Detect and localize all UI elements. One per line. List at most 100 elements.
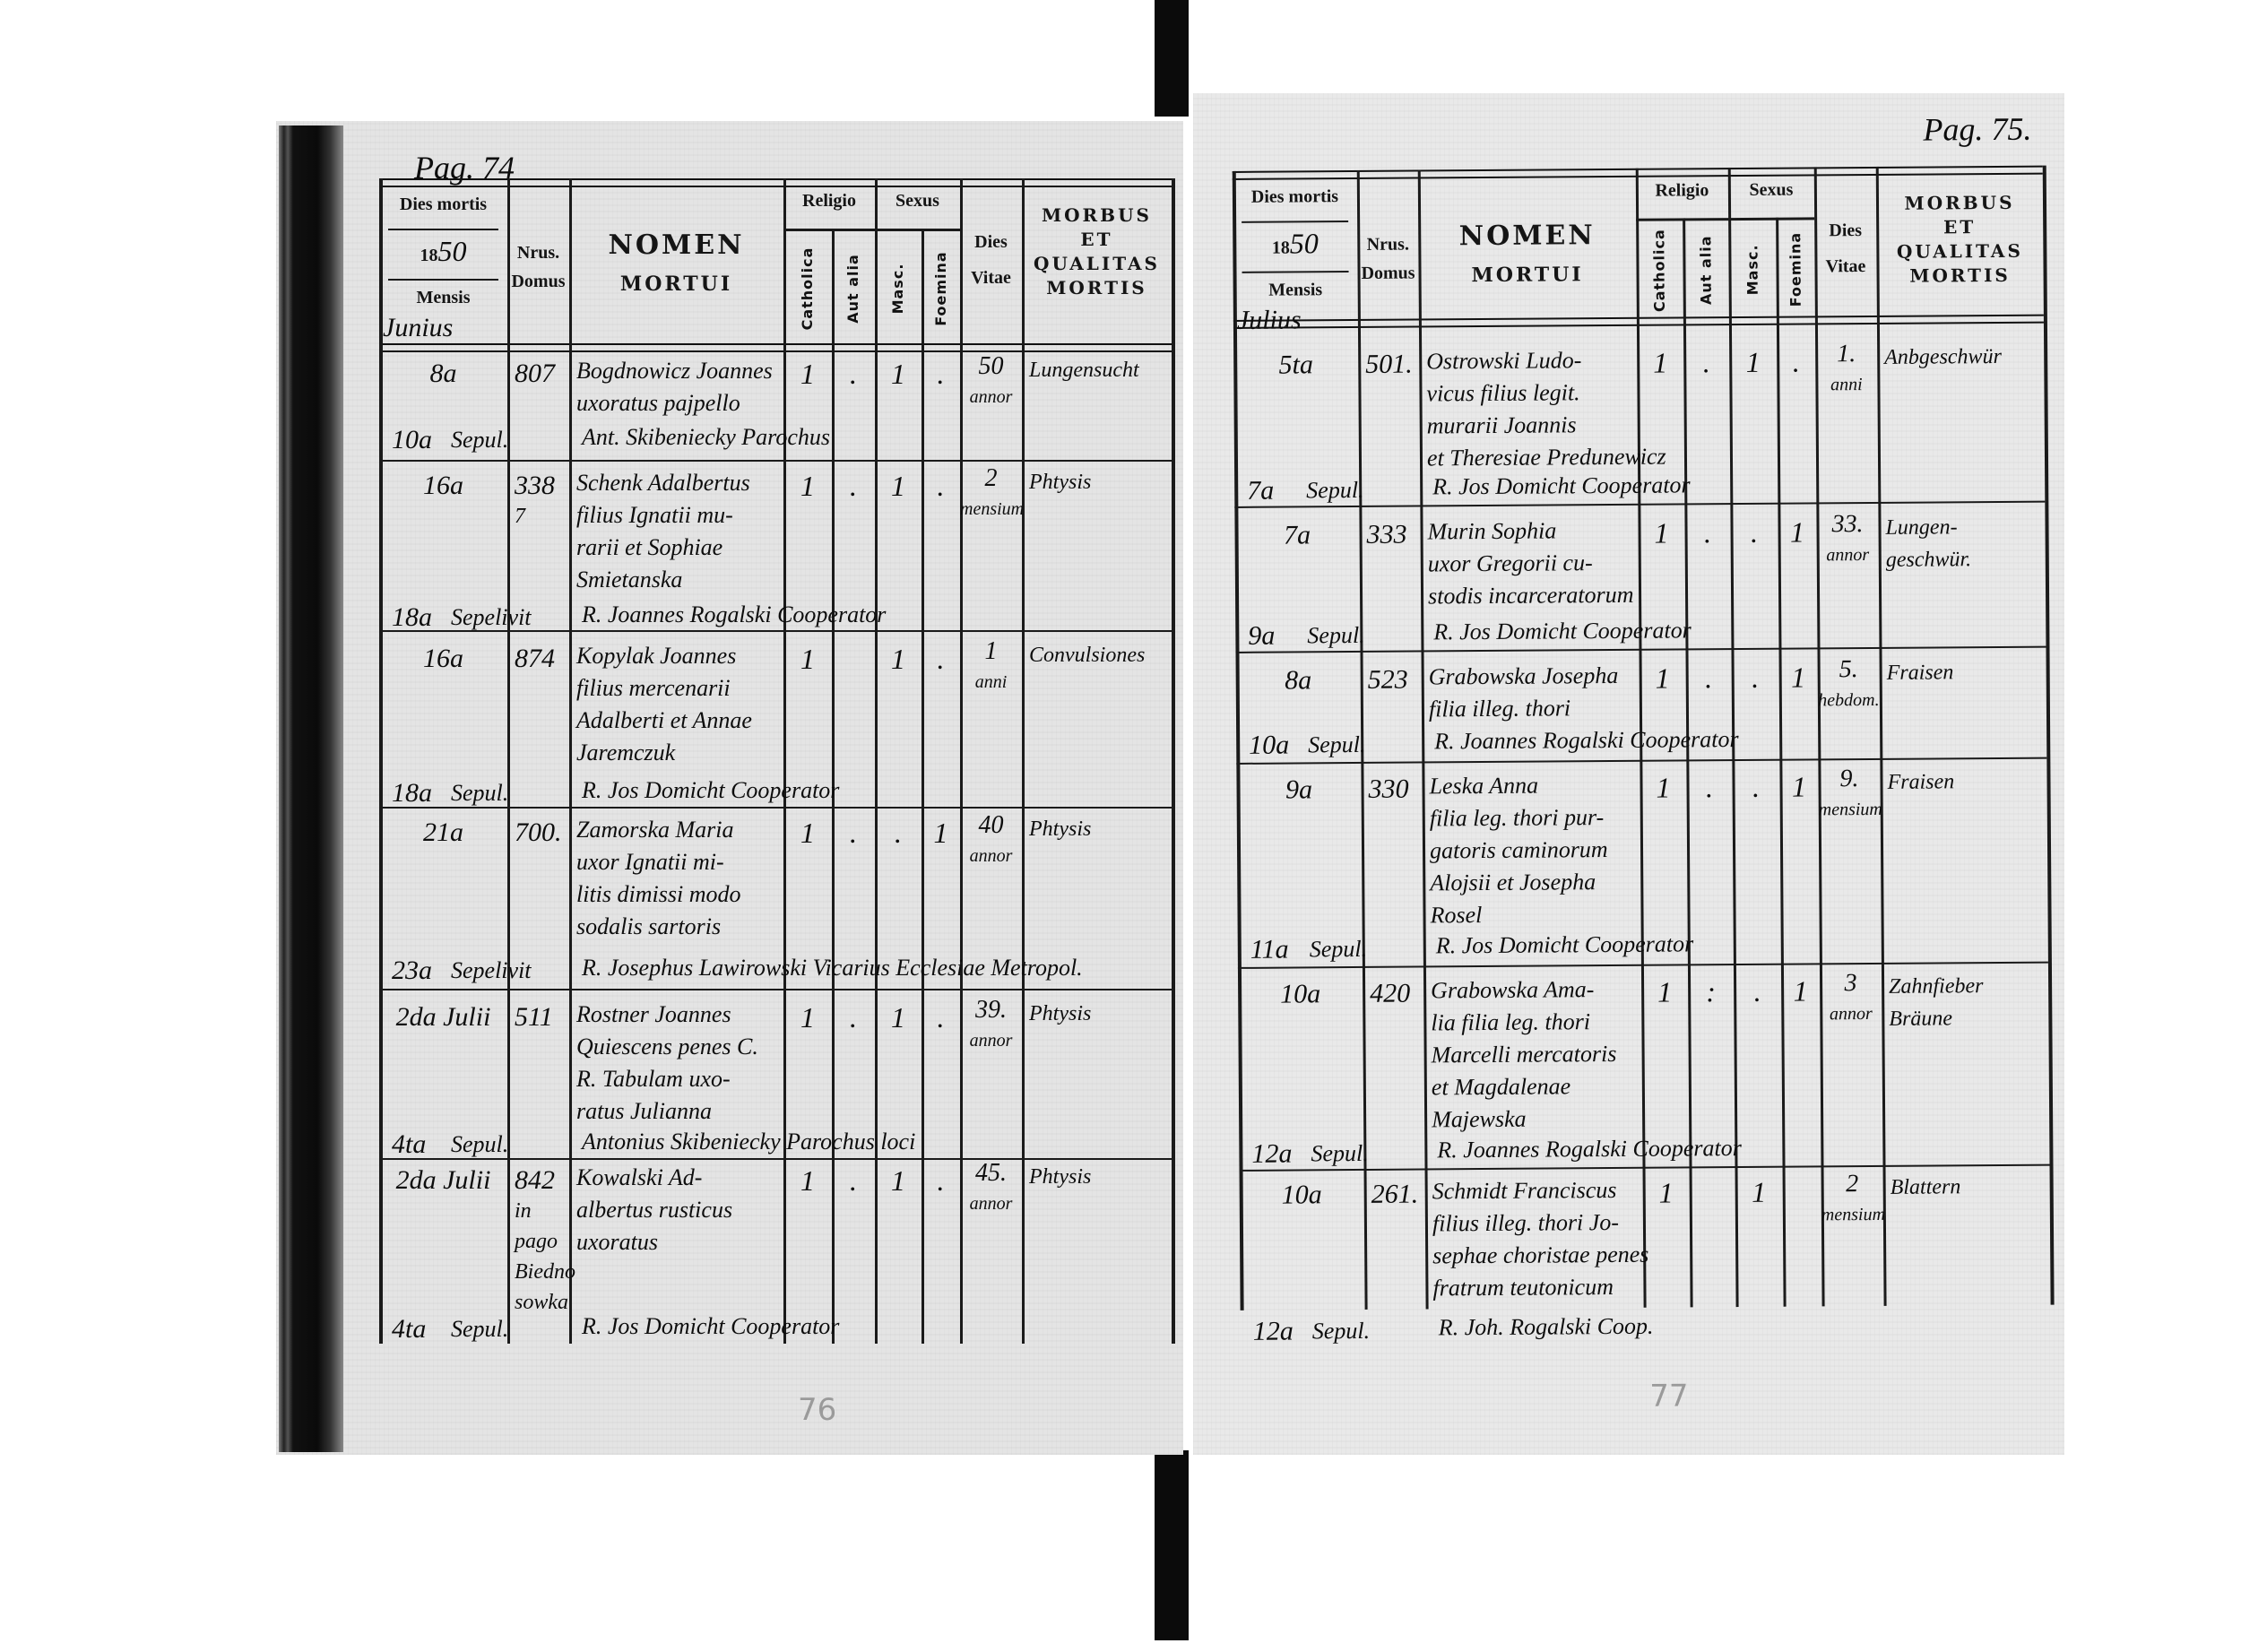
burial-priest: R. Jos Domicht Cooperator bbox=[1436, 931, 1694, 959]
column-divider bbox=[2043, 166, 2055, 1305]
entry-cause-of-death: geschwür. bbox=[1886, 548, 1972, 572]
entry-aut-alia: : bbox=[1688, 976, 1734, 1008]
entry-catholica: 1 bbox=[1637, 347, 1683, 379]
entry-cause-of-death: Zahnfieber bbox=[1889, 974, 1984, 999]
header-dies: Dies bbox=[1814, 221, 1876, 240]
year-written: 50 bbox=[1290, 227, 1319, 259]
entry-age: anni bbox=[1815, 375, 1877, 394]
entry-name-line: Leska Anna bbox=[1429, 774, 1538, 800]
header-morbus-line: MORBUS bbox=[1876, 193, 2043, 213]
column-divider bbox=[1776, 218, 1786, 1307]
burial-label: Sepul. bbox=[1311, 1141, 1368, 1167]
header-morbus-line: MORTIS bbox=[1876, 265, 2043, 286]
entry-name-line: filia illeg. thori bbox=[1429, 696, 1570, 722]
entry-age: mensium bbox=[1821, 1205, 1883, 1224]
entry-name-line: gatoris caminorum bbox=[1430, 837, 1608, 864]
header-year: 1850 bbox=[1233, 228, 1357, 260]
entry-masc: . bbox=[1734, 976, 1781, 1008]
entry-foemina: 1 bbox=[1781, 975, 1820, 1007]
header-foemina: Foemina bbox=[1787, 225, 1804, 315]
entry-name-line: et Magdalenae bbox=[1432, 1074, 1570, 1101]
entry-aut-alia: . bbox=[1686, 662, 1732, 695]
entry-aut-alia: . bbox=[1684, 517, 1730, 549]
header-nomen: NOMEN bbox=[1418, 221, 1636, 252]
burial-day: 7a bbox=[1247, 476, 1274, 506]
entry-name-line: fratrum teutonicum bbox=[1432, 1275, 1614, 1302]
entry-catholica: 1 bbox=[1643, 1177, 1690, 1209]
column-divider bbox=[1418, 169, 1429, 1309]
entry-day: 7a bbox=[1234, 520, 1359, 550]
entry-age: 2 bbox=[1821, 1171, 1883, 1198]
entry-name-line: lia filia leg. thori bbox=[1431, 1009, 1590, 1036]
entry-foemina: 1 bbox=[1778, 516, 1816, 548]
entry-foemina: . bbox=[1777, 346, 1815, 377]
burial-day: 12a bbox=[1253, 1317, 1294, 1346]
entry-house-number: 501. bbox=[1365, 350, 1413, 379]
entry-day: 8a bbox=[1236, 665, 1361, 696]
entry-name-line: filia leg. thori pur- bbox=[1430, 805, 1605, 832]
entry-day: 10a bbox=[1240, 1180, 1364, 1210]
entry-day: 5ta bbox=[1233, 350, 1358, 380]
entry-masc: 1 bbox=[1729, 347, 1777, 379]
header-mensis: Mensis bbox=[1233, 280, 1358, 300]
column-divider bbox=[1814, 167, 1825, 1306]
entry-name-line: Murin Sophia bbox=[1427, 518, 1556, 545]
entry-catholica: 1 bbox=[1641, 976, 1688, 1008]
header-month-written: Julius bbox=[1237, 305, 1302, 334]
entry-name-line: Alojsii et Josepha bbox=[1430, 869, 1596, 896]
sexus-subheader-line bbox=[1728, 217, 1814, 221]
entry-catholica: 1 bbox=[1640, 662, 1686, 695]
entry-cause-of-death: Fraisen bbox=[1887, 770, 1954, 794]
entry-catholica: 1 bbox=[1640, 772, 1686, 804]
dies-mortis-divider-2 bbox=[1242, 271, 1349, 273]
header-morbus-line: ET bbox=[1876, 217, 2043, 238]
entry-cause-of-death: Anbgeschwür bbox=[1884, 345, 2002, 369]
entry-name-line: Majewska bbox=[1432, 1107, 1527, 1133]
dies-mortis-divider-1 bbox=[1242, 221, 1348, 223]
entry-masc: . bbox=[1732, 772, 1779, 804]
entry-aut-alia: . bbox=[1686, 772, 1732, 804]
entry-age: 1. bbox=[1815, 341, 1877, 368]
header-sexus: Sexus bbox=[1728, 179, 1814, 200]
header-dies-mortis: Dies mortis bbox=[1233, 186, 1357, 207]
entry-name-line: Ostrowski Ludo- bbox=[1426, 348, 1581, 375]
burial-day: 11a bbox=[1250, 935, 1289, 964]
header-morbus-line: QUALITAS bbox=[1876, 241, 2043, 262]
entry-name-line: et Theresiae Predunewicz bbox=[1427, 445, 1666, 471]
entry-name-line: murarii Joannis bbox=[1427, 412, 1577, 439]
entry-name-line: Marcelli mercatoris bbox=[1432, 1042, 1617, 1068]
entry-foemina: 1 bbox=[1779, 662, 1818, 693]
entry-cause-of-death: Lungen- bbox=[1885, 515, 1957, 540]
burial-label: Sepul. bbox=[1306, 478, 1363, 504]
entry-day: 10a bbox=[1238, 979, 1363, 1009]
entry-cause-of-death: Fraisen bbox=[1887, 661, 1954, 685]
entry-cause-of-death: Bräune bbox=[1889, 1007, 1952, 1031]
burial-priest: R. Jos Domicht Cooperator bbox=[1432, 472, 1691, 500]
entry-name-line: Grabowska Ama- bbox=[1431, 977, 1594, 1004]
burial-label: Sepul. bbox=[1308, 732, 1365, 758]
header-mortui: MORTUI bbox=[1418, 264, 1636, 287]
entry-day: 9a bbox=[1236, 774, 1361, 805]
entry-age: hebdom. bbox=[1818, 690, 1880, 710]
header-nrus: Nrus. bbox=[1357, 235, 1418, 255]
entry-house-number: 261. bbox=[1371, 1180, 1419, 1209]
header-religio: Religio bbox=[1636, 180, 1728, 201]
pencil-folio-number: 77 bbox=[1649, 1380, 1689, 1414]
header-masc: Masc. bbox=[1744, 225, 1761, 315]
entry-age: annor bbox=[1817, 545, 1879, 565]
burial-day: 10a bbox=[1249, 731, 1289, 760]
entry-masc: . bbox=[1730, 517, 1778, 549]
page-number: Pag. 75. bbox=[1923, 112, 2031, 148]
column-divider bbox=[1876, 167, 1887, 1306]
year-printed: 18 bbox=[1272, 238, 1290, 258]
entry-age: 9. bbox=[1818, 765, 1880, 793]
entry-name-line: Rosel bbox=[1430, 903, 1482, 929]
entry-house-number: 420 bbox=[1370, 979, 1410, 1008]
entry-house-number: 333 bbox=[1366, 520, 1406, 549]
burial-priest: R. Jos Domicht Cooperator bbox=[1433, 618, 1692, 645]
entry-name-line: uxor Gregorii cu- bbox=[1428, 550, 1593, 577]
burial-label: Sepul. bbox=[1310, 937, 1367, 963]
entry-foemina: 1 bbox=[1779, 771, 1818, 802]
